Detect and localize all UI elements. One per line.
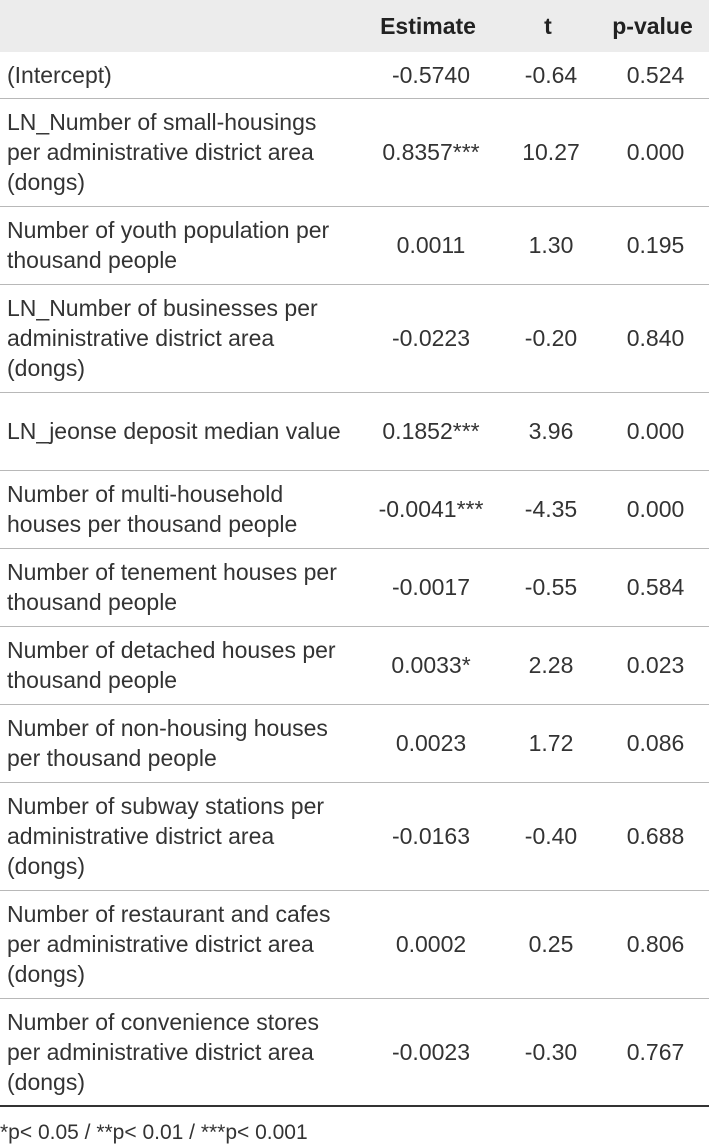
regression-table: Estimate t p-value (Intercept) -0.5740 -…	[0, 0, 709, 1106]
header-variable	[0, 0, 356, 52]
estimate-cell: -0.0023	[391, 1038, 470, 1065]
t-cell: -0.20	[524, 325, 578, 351]
estimate-cell: -0.5740	[391, 61, 470, 88]
p-value-cell: 0.195	[626, 232, 685, 258]
estimate-cell: 0.8357***	[382, 139, 480, 165]
t-cell: -0.40	[524, 823, 578, 849]
estimate-cell: 0.0002	[395, 931, 467, 957]
p-value-cell: 0.000	[626, 418, 685, 444]
p-value-cell: 0.584	[626, 574, 685, 600]
variable-cell: Number of convenience stores per adminis…	[7, 1008, 319, 1095]
header-t: t	[544, 13, 552, 39]
estimate-cell: 0.0011	[396, 232, 466, 258]
p-value-cell: 0.840	[626, 325, 685, 351]
p-value-cell: 0.000	[626, 496, 685, 522]
t-cell: 0.25	[528, 931, 574, 957]
estimate-cell: -0.0163	[391, 823, 470, 849]
table-row: Number of youth population per thousand …	[0, 206, 709, 284]
significance-footnote: *p< 0.05 / **p< 0.01 / ***p< 0.001	[0, 1121, 308, 1144]
table-row: LN_Number of businesses per administrati…	[0, 284, 709, 392]
t-cell: -0.30	[524, 1038, 578, 1065]
p-value-cell: 0.086	[626, 730, 685, 756]
variable-cell: Number of non-housing houses per thousan…	[7, 715, 328, 771]
estimate-cell: -0.0017	[391, 574, 470, 600]
p-value-cell: 0.767	[626, 1038, 685, 1065]
variable-cell: LN_Number of businesses per administrati…	[7, 295, 318, 381]
header-p-value: p-value	[612, 13, 693, 39]
variable-cell: Number of tenement houses per thousand p…	[7, 559, 337, 615]
table-row: Number of multi-household houses per tho…	[0, 470, 709, 548]
variable-cell: Number of detached houses per thousand p…	[7, 637, 336, 693]
variable-cell: Number of multi-household houses per tho…	[7, 481, 298, 537]
t-cell: 1.30	[528, 232, 574, 258]
table-header-row: Estimate t p-value	[0, 0, 709, 52]
table-row: Number of convenience stores per adminis…	[0, 998, 709, 1106]
table-row: Number of non-housing houses per thousan…	[0, 704, 709, 782]
table-row: Number of detached houses per thousand p…	[0, 626, 709, 704]
table-row: (Intercept) -0.5740 -0.64 0.524	[0, 52, 709, 98]
table-row: LN_jeonse deposit median value 0.1852***…	[0, 392, 709, 470]
estimate-cell: 0.0023	[395, 730, 467, 756]
variable-cell: LN_Number of small-housings per administ…	[7, 109, 317, 195]
t-cell: -4.35	[524, 496, 578, 522]
variable-cell: Number of restaurant and cafes per admin…	[7, 901, 331, 987]
variable-cell: (Intercept)	[7, 61, 112, 88]
estimate-cell: -0.0223	[391, 325, 470, 351]
table-row: Number of restaurant and cafes per admin…	[0, 890, 709, 998]
variable-cell: Number of subway stations per administra…	[7, 793, 325, 879]
header-estimate: Estimate	[380, 13, 476, 39]
estimate-cell: 0.0033*	[391, 652, 471, 678]
t-cell: 1.72	[528, 730, 574, 756]
table-row: Number of tenement houses per thousand p…	[0, 548, 709, 626]
p-value-cell: 0.688	[626, 823, 685, 849]
t-cell: -0.64	[524, 61, 578, 88]
p-value-cell: 0.524	[626, 61, 685, 88]
t-cell: 2.28	[528, 652, 574, 678]
p-value-cell: 0.023	[626, 652, 685, 678]
estimate-cell: -0.0041***	[378, 496, 484, 522]
variable-cell: Number of youth population per thousand …	[7, 217, 330, 273]
t-cell: 3.96	[528, 418, 574, 444]
t-cell: 10.27	[522, 139, 580, 165]
t-cell: -0.55	[524, 574, 578, 600]
table-row: Number of subway stations per administra…	[0, 782, 709, 890]
variable-cell: LN_jeonse deposit median value	[7, 418, 341, 444]
p-value-cell: 0.806	[626, 931, 685, 957]
table-row: LN_Number of small-housings per administ…	[0, 98, 709, 206]
p-value-cell: 0.000	[626, 139, 685, 165]
estimate-cell: 0.1852***	[382, 418, 480, 444]
